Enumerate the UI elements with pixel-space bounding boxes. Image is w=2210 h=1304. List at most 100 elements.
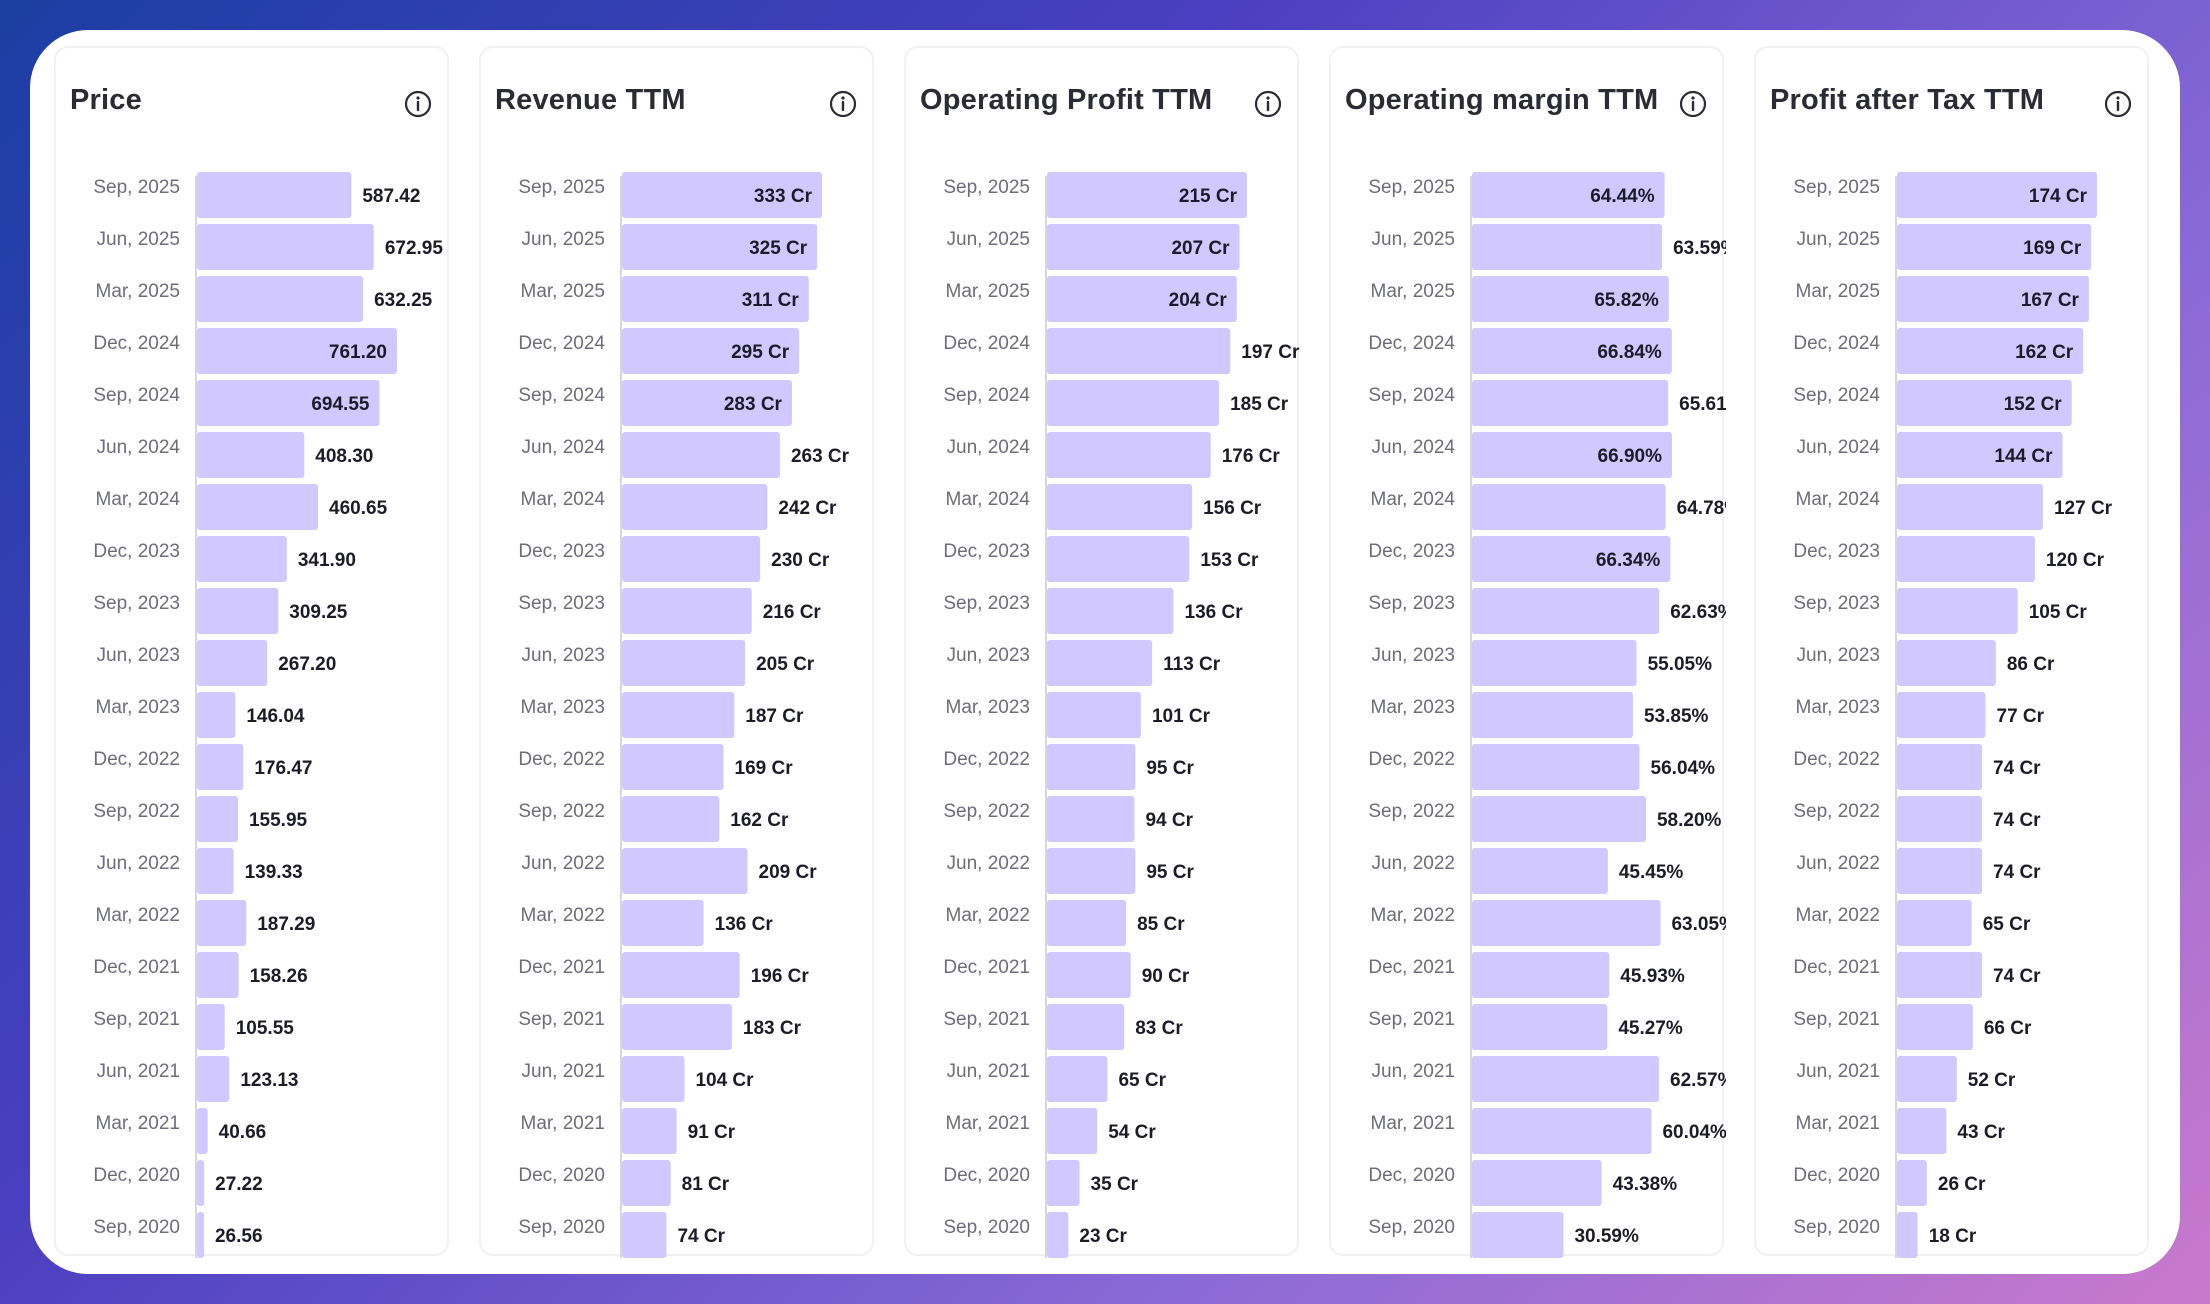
- bar[interactable]: [197, 172, 352, 218]
- bar[interactable]: [622, 692, 735, 738]
- bar[interactable]: [1897, 276, 2089, 322]
- bar[interactable]: [1047, 588, 1174, 634]
- bar[interactable]: [1897, 1160, 1927, 1206]
- bar[interactable]: [1047, 796, 1135, 842]
- info-icon[interactable]: [1678, 89, 1708, 119]
- bar[interactable]: [1047, 1004, 1125, 1050]
- bar[interactable]: [1472, 1004, 1608, 1050]
- bar[interactable]: [197, 796, 238, 842]
- bar[interactable]: [622, 796, 720, 842]
- bar[interactable]: [1897, 224, 2092, 270]
- bar[interactable]: [1472, 432, 1672, 478]
- bar[interactable]: [197, 1108, 208, 1154]
- bar[interactable]: [197, 1056, 230, 1102]
- bar[interactable]: [1472, 1212, 1564, 1258]
- bar[interactable]: [622, 952, 740, 998]
- bar[interactable]: [1047, 744, 1136, 790]
- bar[interactable]: [197, 484, 319, 530]
- bar[interactable]: [622, 536, 761, 582]
- bar[interactable]: [1897, 380, 2072, 426]
- bar[interactable]: [197, 432, 305, 478]
- bar[interactable]: [1897, 1108, 1947, 1154]
- bar[interactable]: [1047, 224, 1240, 270]
- bar[interactable]: [1047, 536, 1190, 582]
- bar[interactable]: [1047, 848, 1136, 894]
- bar[interactable]: [1472, 380, 1669, 426]
- bar[interactable]: [622, 172, 822, 218]
- info-icon[interactable]: [2103, 89, 2133, 119]
- bar[interactable]: [622, 1108, 677, 1154]
- bar[interactable]: [1472, 692, 1633, 738]
- bar[interactable]: [197, 224, 374, 270]
- bar[interactable]: [197, 640, 268, 686]
- bar[interactable]: [622, 1056, 685, 1102]
- bar[interactable]: [622, 1160, 671, 1206]
- bar[interactable]: [1897, 952, 1983, 998]
- bar[interactable]: [622, 900, 704, 946]
- bar[interactable]: [622, 432, 780, 478]
- bar[interactable]: [1472, 900, 1661, 946]
- bar[interactable]: [1047, 952, 1131, 998]
- bar[interactable]: [1472, 1056, 1660, 1102]
- bar[interactable]: [1472, 328, 1672, 374]
- bar[interactable]: [1897, 484, 2043, 530]
- bar[interactable]: [1897, 1212, 1918, 1258]
- bar[interactable]: [1047, 276, 1237, 322]
- info-icon[interactable]: [1253, 89, 1283, 119]
- bar[interactable]: [1047, 432, 1211, 478]
- bar[interactable]: [622, 380, 792, 426]
- bar[interactable]: [197, 276, 364, 322]
- bar[interactable]: [1472, 1160, 1602, 1206]
- bar[interactable]: [197, 900, 247, 946]
- bar[interactable]: [622, 224, 818, 270]
- bar[interactable]: [197, 848, 234, 894]
- bar[interactable]: [1897, 848, 1983, 894]
- bar[interactable]: [1897, 692, 1986, 738]
- bar[interactable]: [197, 744, 244, 790]
- bar[interactable]: [622, 328, 800, 374]
- bar[interactable]: [622, 484, 768, 530]
- bar[interactable]: [1897, 1004, 1973, 1050]
- bar[interactable]: [1047, 1160, 1080, 1206]
- bar[interactable]: [1472, 588, 1660, 634]
- info-icon[interactable]: [403, 89, 433, 119]
- bar[interactable]: [1472, 796, 1646, 842]
- bar[interactable]: [197, 536, 287, 582]
- bar[interactable]: [1047, 484, 1193, 530]
- bar[interactable]: [1047, 328, 1231, 374]
- bar[interactable]: [1897, 744, 1983, 790]
- bar[interactable]: [622, 1004, 732, 1050]
- bar[interactable]: [1897, 536, 2035, 582]
- bar[interactable]: [1472, 744, 1640, 790]
- bar[interactable]: [1897, 328, 2084, 374]
- bar[interactable]: [1047, 692, 1141, 738]
- bar[interactable]: [197, 1212, 204, 1258]
- bar[interactable]: [1472, 848, 1608, 894]
- bar[interactable]: [197, 1160, 205, 1206]
- bar[interactable]: [1047, 380, 1220, 426]
- bar[interactable]: [622, 848, 748, 894]
- bar[interactable]: [622, 640, 746, 686]
- bar[interactable]: [1472, 276, 1669, 322]
- bar[interactable]: [197, 952, 239, 998]
- bar[interactable]: [1472, 484, 1666, 530]
- bar[interactable]: [1472, 224, 1663, 270]
- bar[interactable]: [197, 588, 279, 634]
- info-icon[interactable]: [828, 89, 858, 119]
- bar[interactable]: [1047, 172, 1247, 218]
- bar[interactable]: [1047, 900, 1127, 946]
- bar[interactable]: [622, 1212, 667, 1258]
- bar[interactable]: [1472, 1108, 1652, 1154]
- bar[interactable]: [1047, 1108, 1098, 1154]
- bar[interactable]: [197, 380, 380, 426]
- bar[interactable]: [1897, 432, 2063, 478]
- bar[interactable]: [1472, 172, 1665, 218]
- bar[interactable]: [1047, 1056, 1108, 1102]
- bar[interactable]: [622, 276, 809, 322]
- bar[interactable]: [1897, 796, 1983, 842]
- bar[interactable]: [622, 588, 752, 634]
- bar[interactable]: [1472, 536, 1671, 582]
- bar[interactable]: [1047, 640, 1153, 686]
- bar[interactable]: [1472, 952, 1610, 998]
- bar[interactable]: [1472, 640, 1637, 686]
